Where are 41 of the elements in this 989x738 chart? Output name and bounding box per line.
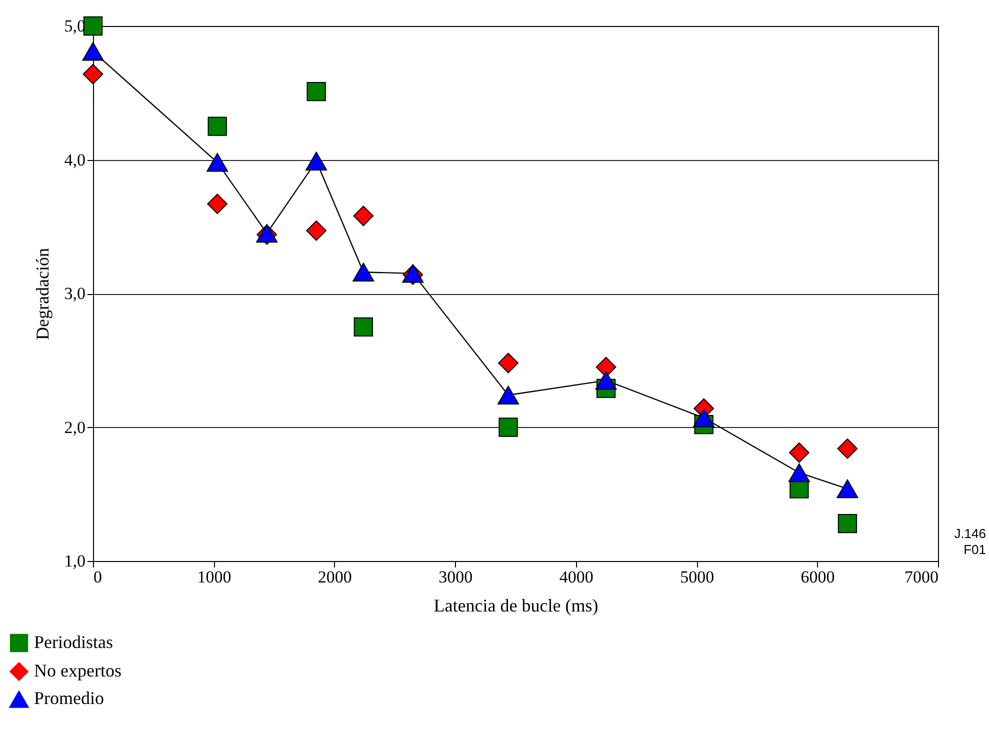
point bbox=[82, 42, 104, 61]
point bbox=[838, 514, 858, 534]
x-tick-label: 5000 bbox=[680, 568, 714, 586]
point bbox=[354, 317, 373, 337]
y-tick-label: 2,0 bbox=[64, 418, 86, 437]
point bbox=[352, 262, 374, 282]
point bbox=[498, 352, 518, 374]
point bbox=[836, 479, 858, 498]
legend-label: Promedio bbox=[34, 688, 104, 708]
legend-label: No expertos bbox=[34, 660, 122, 680]
point bbox=[208, 116, 227, 136]
point bbox=[353, 206, 374, 226]
x-tick-label: 3000 bbox=[438, 568, 473, 586]
y-tick-label: 3,0 bbox=[64, 284, 86, 303]
x-tick-label: 1000 bbox=[197, 568, 232, 586]
point bbox=[206, 153, 228, 172]
point bbox=[306, 82, 326, 102]
point bbox=[595, 371, 617, 390]
y-tick-label: 1,0 bbox=[64, 552, 86, 570]
y-tick-label: 4,0 bbox=[64, 150, 86, 170]
point bbox=[837, 438, 858, 459]
x-axis-title: Latencia de bucle (ms) bbox=[434, 596, 598, 616]
point bbox=[498, 418, 518, 437]
point bbox=[306, 152, 328, 170]
text: F01 bbox=[964, 542, 986, 557]
x-tick-label: 6000 bbox=[800, 568, 835, 586]
x-tick-label: 0 bbox=[94, 568, 102, 586]
point bbox=[306, 220, 327, 241]
point bbox=[82, 64, 104, 84]
x-tick-label: 4000 bbox=[559, 568, 594, 586]
x-tick-label: 7000 bbox=[904, 568, 938, 586]
point bbox=[83, 16, 103, 36]
point bbox=[788, 463, 810, 482]
point bbox=[788, 442, 810, 463]
x-tick-label: 2000 bbox=[318, 568, 352, 586]
point bbox=[693, 408, 715, 428]
legend-label: Periodistas bbox=[34, 632, 113, 652]
point bbox=[498, 386, 520, 405]
point bbox=[207, 194, 228, 214]
y-axis-title: Degradación bbox=[32, 248, 52, 340]
text: J.146 bbox=[954, 526, 986, 541]
